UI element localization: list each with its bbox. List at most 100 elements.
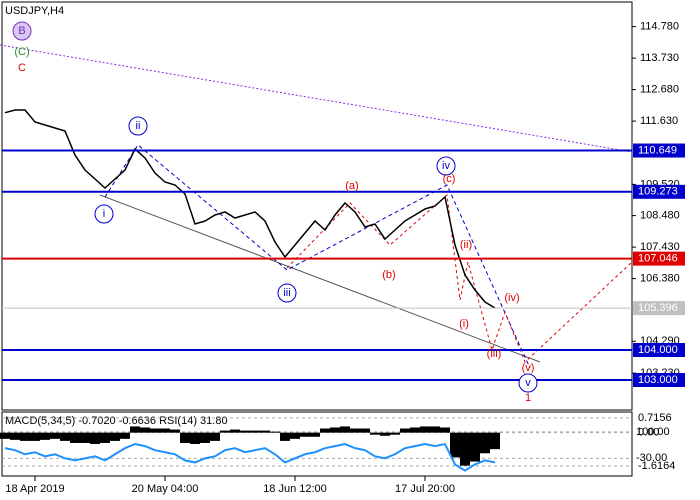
indicator-frame xyxy=(1,411,633,477)
bar xyxy=(270,431,280,433)
bar xyxy=(340,426,350,433)
bar xyxy=(360,428,370,433)
y-tick-label: 108.480 xyxy=(640,210,680,222)
wave-circle xyxy=(128,116,148,136)
wave-label: (b) xyxy=(382,269,395,281)
bar xyxy=(200,432,210,443)
bar xyxy=(370,432,380,435)
bar xyxy=(120,432,130,439)
level-box xyxy=(633,251,685,266)
wave-label: (i) xyxy=(459,318,469,330)
wave-label: (v) xyxy=(522,362,535,374)
bar xyxy=(140,427,150,433)
bar xyxy=(420,426,430,433)
bar xyxy=(440,427,450,433)
wave-line xyxy=(104,144,531,369)
price-line xyxy=(4,109,496,309)
wave-label: (ii) xyxy=(460,239,472,251)
y-tick-label: 0.7156 xyxy=(638,412,672,424)
chart-title: USDJPY,H4 xyxy=(5,5,64,17)
trend-line xyxy=(99,194,541,363)
x-tick-label: 18 Jun 12:00 xyxy=(263,483,327,495)
y-tick-label: 112.680 xyxy=(640,84,679,96)
bar xyxy=(160,428,170,433)
bar xyxy=(330,427,340,433)
bar xyxy=(410,427,420,433)
level-label: 105.396 xyxy=(638,302,678,314)
wave-label: iii xyxy=(283,287,290,299)
wave-label: (c) xyxy=(443,173,456,185)
bar xyxy=(260,430,270,433)
wave-circle xyxy=(94,204,114,224)
y-tick-label: 106.380 xyxy=(640,273,680,285)
trend-line xyxy=(0,44,633,153)
y-tick-label: 111.630 xyxy=(640,115,678,127)
wave-circle xyxy=(436,156,456,176)
level-box xyxy=(633,184,685,199)
bar xyxy=(60,432,70,441)
bar xyxy=(240,430,250,433)
wave-label: (a) xyxy=(345,180,358,192)
bar xyxy=(300,432,310,437)
wave-circle xyxy=(12,21,32,41)
bar xyxy=(220,430,230,433)
bar xyxy=(100,432,110,443)
wave-label: 1 xyxy=(525,392,531,404)
wave-line xyxy=(286,194,633,363)
bar xyxy=(400,428,410,433)
bar xyxy=(490,432,500,450)
level-label: 103.000 xyxy=(638,374,678,386)
x-tick-label: 18 Apr 2019 xyxy=(5,483,64,495)
bar xyxy=(290,432,300,439)
y2-tick-label: 100.00 xyxy=(636,426,670,438)
indicator-title: MACD(5,34,5) -0.7020 -0.6636 RSI(14) 31.… xyxy=(5,415,228,427)
wave-label: B xyxy=(18,25,25,37)
bar xyxy=(280,432,290,441)
bar xyxy=(40,432,50,440)
bar xyxy=(190,432,200,444)
bar xyxy=(170,429,180,433)
bar xyxy=(50,432,60,439)
level-box xyxy=(633,343,685,357)
wave-label: ii xyxy=(136,120,141,132)
wave-label: (iv) xyxy=(504,292,519,304)
bar xyxy=(470,432,480,462)
bar xyxy=(450,432,460,458)
bar xyxy=(180,432,190,443)
bar xyxy=(430,426,440,433)
y-tick-label: 107.430 xyxy=(640,241,680,253)
bar xyxy=(110,432,120,441)
bar xyxy=(310,432,320,437)
bar xyxy=(20,432,30,441)
bar xyxy=(150,428,160,433)
wave-label: (iii) xyxy=(487,348,502,360)
level-box xyxy=(633,301,685,316)
bar xyxy=(480,432,490,454)
bar xyxy=(350,428,360,433)
bar xyxy=(90,432,100,444)
bar xyxy=(70,432,80,443)
y-tick-label: 114.780 xyxy=(640,21,679,33)
wave-circle xyxy=(518,373,538,393)
bar xyxy=(250,430,260,433)
wave-circle xyxy=(277,283,297,303)
wave-label: i xyxy=(103,208,105,220)
rsi-line xyxy=(4,442,496,472)
level-label: 110.649 xyxy=(638,144,677,156)
wave-label: v xyxy=(525,377,531,389)
wave-label: iv xyxy=(442,160,450,172)
bar xyxy=(380,432,390,436)
main-frame xyxy=(1,1,633,411)
level-label: 104.000 xyxy=(638,344,678,356)
bar xyxy=(0,432,10,439)
level-label: 109.273 xyxy=(638,186,678,198)
bar xyxy=(130,426,140,433)
y2-tick-label: -30.00 xyxy=(636,452,667,464)
y-tick-label: 0.00 xyxy=(638,427,659,439)
level-box xyxy=(633,143,685,158)
y-tick-label: -1.6164 xyxy=(638,460,675,472)
level-box xyxy=(633,373,685,387)
x-tick-label: 17 Jul 20:00 xyxy=(395,483,455,495)
